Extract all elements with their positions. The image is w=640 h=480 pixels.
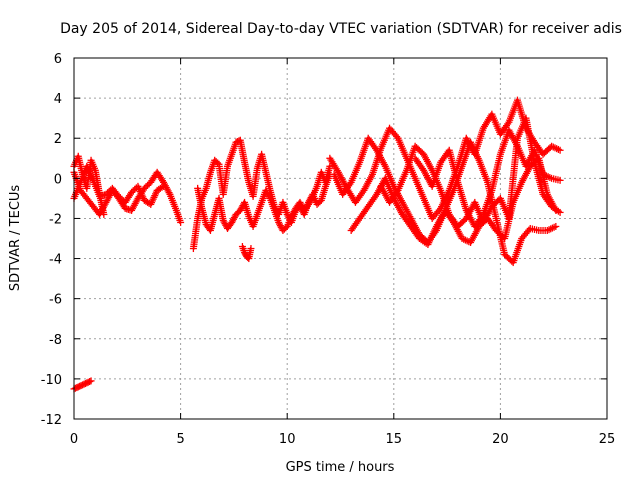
- data-point: [116, 194, 124, 202]
- x-tick-label: 20: [492, 432, 509, 447]
- data-point: [102, 190, 110, 198]
- y-tick-label: 0: [54, 172, 62, 187]
- y-axis-ticks: -12 -10 -8 -6 -4 -2 0 2 4 6: [41, 52, 607, 428]
- x-axis-title: GPS time / hours: [286, 460, 395, 475]
- x-tick-label: 0: [70, 432, 78, 447]
- data-point: [144, 181, 152, 189]
- y-tick-label: -8: [49, 333, 62, 348]
- data-point: [552, 222, 560, 230]
- data-point: [177, 218, 185, 226]
- data-point: [556, 146, 564, 154]
- y-tick-label: 4: [54, 92, 62, 107]
- data-point: [115, 192, 123, 200]
- chart-title: Day 205 of 2014, Sidereal Day-to-day VTE…: [60, 21, 622, 37]
- data-point: [556, 176, 564, 184]
- data-point: [265, 193, 273, 201]
- data-points: [70, 96, 564, 393]
- y-tick-label: 2: [54, 132, 62, 147]
- data-point: [128, 188, 136, 196]
- y-tick-label: -12: [41, 413, 62, 428]
- y-tick-label: -4: [49, 253, 62, 268]
- x-tick-label: 10: [279, 432, 296, 447]
- plot-frame: [73, 57, 608, 420]
- data-point: [160, 182, 168, 190]
- y-tick-label: -6: [49, 293, 62, 308]
- x-axis-ticks: 0 5 10 15 20 25: [70, 58, 615, 447]
- data-point: [86, 378, 94, 386]
- x-tick-label: 5: [176, 432, 184, 447]
- grid-lines: [74, 58, 607, 419]
- data-point: [247, 245, 255, 253]
- data-point: [525, 226, 533, 234]
- x-tick-label: 15: [386, 432, 403, 447]
- data-point: [100, 210, 108, 218]
- data-point: [308, 194, 316, 202]
- data-point: [556, 208, 564, 216]
- data-point: [104, 189, 112, 197]
- x-tick-label: 25: [599, 432, 616, 447]
- y-axis-title: SDTVAR / TECUs: [8, 185, 23, 292]
- y-tick-label: -2: [49, 212, 62, 227]
- y-tick-label: -10: [41, 373, 62, 388]
- data-point: [393, 133, 401, 141]
- data-point: [158, 183, 166, 191]
- y-tick-label: 6: [54, 52, 62, 67]
- data-point: [142, 183, 150, 191]
- data-point: [129, 187, 137, 195]
- data-point: [87, 377, 95, 385]
